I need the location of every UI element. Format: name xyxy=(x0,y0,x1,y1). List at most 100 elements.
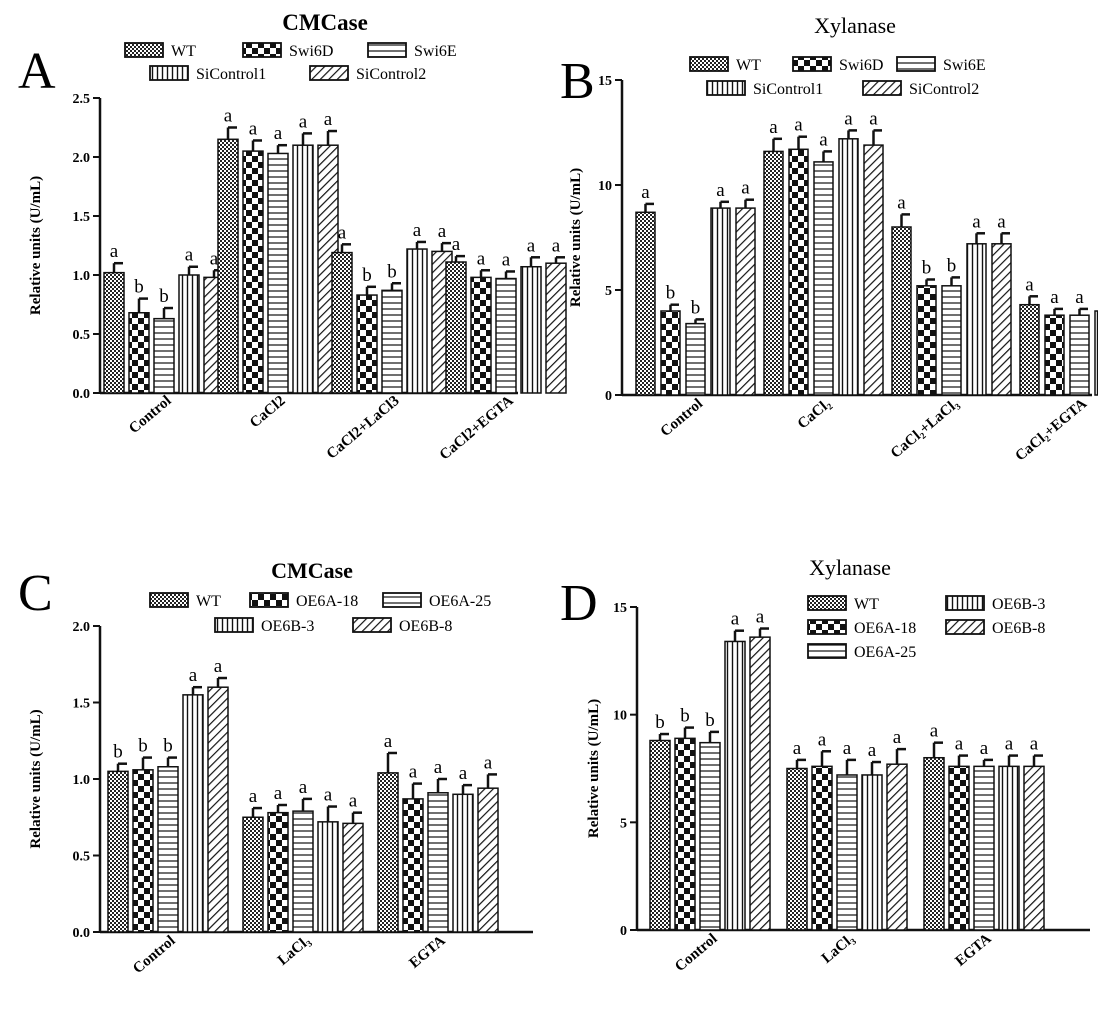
significance-letter: a xyxy=(274,123,283,144)
significance-letter: a xyxy=(818,729,827,750)
significance-letter: a xyxy=(224,106,233,127)
significance-letter: b xyxy=(691,297,701,318)
bar xyxy=(763,150,784,396)
chart-title: Xylanase xyxy=(809,555,891,580)
significance-letter: a xyxy=(324,109,333,130)
bar xyxy=(923,756,945,931)
legend-swatch xyxy=(149,592,189,608)
significance-letter: a xyxy=(1075,287,1084,308)
significance-letter: b xyxy=(138,736,148,757)
significance-letter: a xyxy=(210,248,219,269)
y-tick-label: 0.5 xyxy=(73,328,91,343)
bar xyxy=(153,317,175,394)
bar xyxy=(838,138,859,396)
bar xyxy=(132,769,154,933)
bar xyxy=(342,822,364,933)
significance-letter: a xyxy=(731,609,740,630)
y-axis-label: Relative units (U/mL) xyxy=(28,176,44,315)
bar xyxy=(545,262,567,394)
significance-letter: a xyxy=(793,738,802,759)
y-tick-label: 0 xyxy=(620,924,627,939)
chart-title: Xylanase xyxy=(814,13,896,38)
bar xyxy=(786,767,808,931)
category-label: Control xyxy=(126,393,174,437)
significance-letter: a xyxy=(997,211,1006,232)
significance-letter: a xyxy=(185,245,194,266)
bar xyxy=(292,810,314,933)
significance-letter: a xyxy=(349,791,358,812)
significance-letter: a xyxy=(409,762,418,783)
bar xyxy=(788,148,809,396)
significance-letter: b xyxy=(922,258,932,279)
significance-letter: b xyxy=(362,265,372,286)
legend-swatch xyxy=(214,617,254,633)
significance-letter: a xyxy=(452,234,461,255)
y-tick-label: 1.0 xyxy=(73,773,91,788)
bar xyxy=(477,787,499,933)
legend-label: Swi6E xyxy=(414,43,457,60)
significance-letter: a xyxy=(794,115,803,136)
bar xyxy=(941,285,962,396)
y-tick-label: 15 xyxy=(598,74,612,89)
bar xyxy=(107,770,129,933)
legend-swatch xyxy=(807,643,847,659)
bar xyxy=(377,772,399,933)
significance-letter: a xyxy=(843,738,852,759)
y-tick-label: 10 xyxy=(598,179,612,194)
bar xyxy=(178,274,200,394)
significance-letter: b xyxy=(134,277,144,298)
bar xyxy=(1094,310,1098,396)
bar xyxy=(157,766,179,933)
significance-letter: a xyxy=(214,656,223,677)
bar xyxy=(182,694,204,933)
significance-letter: a xyxy=(819,129,828,150)
significance-letter: a xyxy=(274,783,283,804)
panel-letter-c: C xyxy=(18,565,53,622)
significance-letter: b xyxy=(947,255,957,276)
bar xyxy=(242,150,264,394)
category-label: CaCl₂+LaCl₃ xyxy=(888,395,963,461)
category-label: CaCl₂ xyxy=(795,395,835,432)
legend-swatch xyxy=(945,595,985,611)
legend-swatch xyxy=(149,65,189,81)
y-tick-label: 0.0 xyxy=(73,926,91,941)
bar xyxy=(128,312,150,394)
category-label: CaCl2+LaCl3 xyxy=(324,393,403,463)
bar xyxy=(356,294,378,394)
bar xyxy=(406,248,428,394)
significance-letter: a xyxy=(1005,734,1014,755)
bar xyxy=(991,243,1012,396)
legend-swatch xyxy=(807,619,847,635)
bar xyxy=(886,763,908,931)
legend-swatch xyxy=(249,592,289,608)
legend-swatch xyxy=(792,56,832,72)
bar xyxy=(685,322,706,396)
category-label: CaCl₂+EGTA xyxy=(1013,396,1091,465)
legend-swatch xyxy=(242,42,282,58)
y-tick-label: 10 xyxy=(613,709,627,724)
significance-letter: a xyxy=(893,727,902,748)
significance-letter: b xyxy=(163,736,173,757)
significance-letter: b xyxy=(655,712,665,733)
bar xyxy=(863,144,884,396)
bar xyxy=(735,207,756,396)
legend-label: OE6B-3 xyxy=(992,596,1045,613)
legend-swatch xyxy=(352,617,392,633)
significance-letter: a xyxy=(249,118,258,139)
legend-swatch xyxy=(706,80,746,96)
legend-swatch xyxy=(862,80,902,96)
legend-swatch xyxy=(124,42,164,58)
legend-swatch xyxy=(367,42,407,58)
legend-label: WT xyxy=(171,43,196,60)
bar xyxy=(749,636,771,931)
y-tick-label: 2.5 xyxy=(73,92,91,107)
significance-letter: a xyxy=(980,738,989,759)
bar xyxy=(710,207,731,396)
y-tick-label: 1.5 xyxy=(73,210,91,225)
bar xyxy=(836,774,858,931)
significance-letter: b xyxy=(159,286,169,307)
bar xyxy=(966,243,987,396)
